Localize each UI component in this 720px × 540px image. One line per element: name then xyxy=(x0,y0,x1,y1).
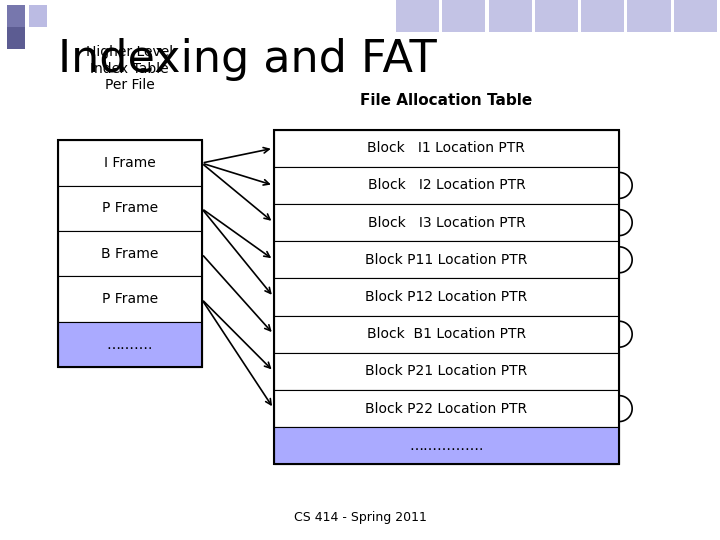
FancyBboxPatch shape xyxy=(58,322,202,367)
FancyBboxPatch shape xyxy=(489,0,532,32)
Text: B Frame: B Frame xyxy=(101,247,158,261)
Text: Block   I2 Location PTR: Block I2 Location PTR xyxy=(367,178,526,192)
Text: …………….: ……………. xyxy=(409,439,484,453)
FancyBboxPatch shape xyxy=(7,5,25,27)
FancyBboxPatch shape xyxy=(58,186,202,231)
FancyBboxPatch shape xyxy=(442,0,485,32)
Text: P Frame: P Frame xyxy=(102,292,158,306)
Text: I Frame: I Frame xyxy=(104,156,156,170)
FancyBboxPatch shape xyxy=(274,130,619,167)
FancyBboxPatch shape xyxy=(58,231,202,276)
FancyBboxPatch shape xyxy=(535,0,578,32)
FancyBboxPatch shape xyxy=(627,0,670,32)
Text: CS 414 - Spring 2011: CS 414 - Spring 2011 xyxy=(294,511,426,524)
Text: Block P12 Location PTR: Block P12 Location PTR xyxy=(365,290,528,304)
FancyBboxPatch shape xyxy=(396,0,439,32)
FancyBboxPatch shape xyxy=(29,5,47,27)
Text: Block  B1 Location PTR: Block B1 Location PTR xyxy=(366,327,526,341)
FancyBboxPatch shape xyxy=(274,204,619,241)
FancyBboxPatch shape xyxy=(274,167,619,204)
Text: Block   I3 Location PTR: Block I3 Location PTR xyxy=(367,215,526,230)
FancyBboxPatch shape xyxy=(581,0,624,32)
FancyBboxPatch shape xyxy=(274,241,619,279)
Text: ……….: ………. xyxy=(107,338,153,352)
Text: P Frame: P Frame xyxy=(102,201,158,215)
Text: Block   I1 Location PTR: Block I1 Location PTR xyxy=(367,141,526,155)
Text: Block P11 Location PTR: Block P11 Location PTR xyxy=(365,253,528,267)
FancyBboxPatch shape xyxy=(58,276,202,322)
FancyBboxPatch shape xyxy=(274,315,619,353)
FancyBboxPatch shape xyxy=(674,0,717,32)
Text: Indexing and FAT: Indexing and FAT xyxy=(58,38,436,81)
Text: Block P21 Location PTR: Block P21 Location PTR xyxy=(365,364,528,379)
FancyBboxPatch shape xyxy=(274,279,619,315)
FancyBboxPatch shape xyxy=(58,140,202,186)
Text: Block P22 Location PTR: Block P22 Location PTR xyxy=(365,402,528,416)
FancyBboxPatch shape xyxy=(274,353,619,390)
FancyBboxPatch shape xyxy=(274,390,619,427)
Text: Higher Level
Index Table
Per File: Higher Level Index Table Per File xyxy=(86,45,174,92)
FancyBboxPatch shape xyxy=(274,427,619,464)
Text: File Allocation Table: File Allocation Table xyxy=(360,93,533,108)
FancyBboxPatch shape xyxy=(7,27,25,49)
